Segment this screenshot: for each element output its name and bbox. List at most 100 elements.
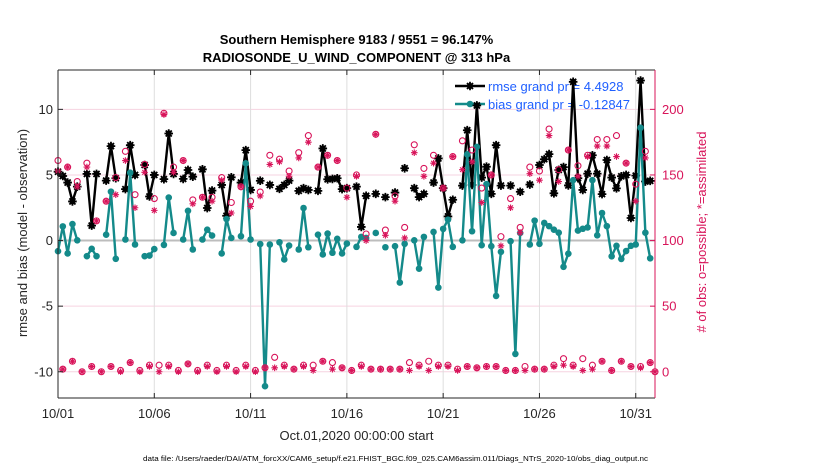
assimilated-obs-marker (126, 359, 134, 366)
assimilated-obs-marker (223, 363, 230, 370)
bias-point (218, 250, 225, 257)
assimilated-obs-marker (425, 367, 433, 374)
bias-point-dot (536, 240, 543, 248)
bias-point (478, 241, 485, 249)
bias-point (189, 246, 197, 253)
bias-point-dot (266, 241, 274, 248)
bias-point (329, 249, 336, 257)
bias-point (382, 243, 389, 251)
bias-point (305, 243, 312, 251)
assimilated-obs-marker (343, 193, 351, 201)
rmse-point (227, 173, 236, 182)
rmse-point-star (255, 176, 265, 186)
y-tick-label: 10 (39, 102, 53, 117)
bias-point (184, 207, 192, 215)
possible-obs-marker (271, 353, 279, 361)
rmse-point (217, 180, 226, 190)
bias-point-dot (646, 254, 654, 262)
assimilated-obs-marker (208, 197, 216, 205)
bias-point-dot (593, 232, 601, 239)
assimilated-obs-marker (170, 169, 177, 176)
bias-point (343, 240, 351, 247)
rmse-point-star (121, 184, 130, 194)
rmse-point-star (140, 160, 149, 170)
assimilated-obs-marker (420, 172, 428, 180)
assimilated-obs-marker (333, 157, 341, 164)
bias-point-dot (280, 256, 288, 263)
bias-point-dot (415, 265, 423, 272)
bias-point-dot (463, 151, 471, 158)
rmse-point (400, 163, 409, 173)
rmse-point-star (381, 192, 390, 202)
bias-point (93, 252, 100, 260)
rmse-point-star (111, 173, 121, 183)
bias-point (126, 169, 134, 177)
possible-obs-marker (266, 151, 274, 159)
rmse-point-star (106, 141, 116, 151)
bias-point-dot (526, 241, 534, 248)
assimilated-obs-marker (497, 242, 505, 250)
possible-obs-marker (150, 195, 158, 203)
rmse-point-star (159, 174, 169, 184)
rmse-point (472, 101, 482, 110)
rmse-point (255, 176, 265, 186)
assimilated-obs-marker (439, 184, 447, 192)
possible-obs-marker (574, 162, 582, 170)
bias-point-dot (338, 250, 346, 257)
assimilated-obs-marker (589, 365, 596, 373)
y-right-axis-label: # of obs: o=possible; *=assimilated (694, 132, 709, 333)
bias-point (372, 229, 380, 237)
rmse-point (568, 77, 578, 87)
assimilated-obs-marker (459, 166, 466, 174)
rmse-point (332, 173, 342, 183)
bias-point-dot (276, 238, 283, 246)
possible-obs-marker (131, 191, 139, 199)
bias-point-dot (550, 226, 558, 233)
rmse-point (588, 150, 597, 160)
bias-point (338, 250, 346, 257)
rmse-point-star (617, 171, 626, 181)
bias-point-dot (603, 222, 611, 230)
rmse-point-star (626, 213, 636, 223)
rmse-point (87, 221, 96, 230)
assimilated-obs-marker (382, 232, 389, 239)
assimilated-obs-marker (218, 176, 225, 184)
rmse-point-star (188, 172, 198, 181)
bias-point (569, 176, 577, 184)
rmse-point (149, 170, 159, 180)
rmse-point-star (130, 170, 140, 180)
rmse-point (482, 162, 491, 171)
bias-point (179, 236, 187, 243)
bias-point-dot (314, 231, 322, 238)
rmse-point-star (414, 192, 424, 202)
rmse-point-star (198, 165, 207, 174)
assimilated-obs-marker (502, 367, 510, 374)
possible-obs-marker (362, 230, 370, 238)
rmse-point (597, 189, 607, 199)
possible-obs-marker (304, 132, 312, 140)
bias-point (112, 255, 120, 263)
assimilated-obs-marker (540, 365, 548, 373)
rmse-point-star (448, 195, 458, 205)
assimilated-obs-marker (122, 157, 129, 164)
assimilated-obs-marker (565, 146, 572, 154)
legend-rmse-label: rmse grand pr = 4.4928 (488, 79, 624, 94)
y-right-tick-label: 150 (662, 167, 684, 182)
assimilated-obs-marker (377, 365, 384, 373)
rmse-point-star (472, 101, 482, 110)
possible-obs-marker (121, 147, 129, 155)
rmse-point (631, 171, 641, 180)
assimilated-obs-marker (237, 183, 245, 191)
rmse-point (207, 186, 217, 195)
rmse-point-star (342, 183, 352, 193)
rmse-point (323, 174, 332, 184)
bias-point (435, 284, 442, 291)
bias-point-dot (545, 222, 553, 230)
bias-point-dot (497, 248, 505, 256)
assimilated-obs-marker (184, 360, 192, 368)
bias-point-dot (468, 227, 476, 235)
bias-point-dot (531, 217, 538, 224)
bias-point (593, 232, 601, 239)
assimilated-obs-marker (285, 172, 293, 180)
assimilated-obs-marker (150, 207, 158, 214)
